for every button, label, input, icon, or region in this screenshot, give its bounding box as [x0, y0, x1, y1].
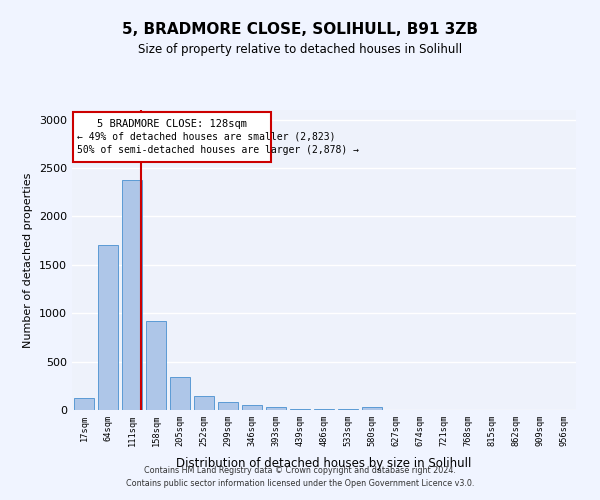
Bar — [362, 407, 382, 410]
Text: 5 BRADMORE CLOSE: 128sqm: 5 BRADMORE CLOSE: 128sqm — [97, 118, 247, 128]
Bar — [74, 398, 94, 410]
Text: 5, BRADMORE CLOSE, SOLIHULL, B91 3ZB: 5, BRADMORE CLOSE, SOLIHULL, B91 3ZB — [122, 22, 478, 38]
Bar — [290, 408, 310, 410]
Text: 50% of semi-detached houses are larger (2,878) →: 50% of semi-detached houses are larger (… — [77, 145, 359, 155]
Text: ← 49% of detached houses are smaller (2,823): ← 49% of detached houses are smaller (2,… — [77, 132, 335, 141]
Bar — [218, 402, 238, 410]
Text: Contains HM Land Registry data © Crown copyright and database right 2024.
Contai: Contains HM Land Registry data © Crown c… — [126, 466, 474, 487]
Y-axis label: Number of detached properties: Number of detached properties — [23, 172, 34, 348]
Bar — [242, 405, 262, 410]
FancyBboxPatch shape — [73, 112, 271, 162]
Bar — [266, 406, 286, 410]
Bar — [338, 409, 358, 410]
Bar — [122, 180, 142, 410]
Bar — [146, 321, 166, 410]
Bar — [314, 409, 334, 410]
Bar — [98, 246, 118, 410]
X-axis label: Distribution of detached houses by size in Solihull: Distribution of detached houses by size … — [176, 458, 472, 470]
Text: Size of property relative to detached houses in Solihull: Size of property relative to detached ho… — [138, 42, 462, 56]
Bar — [194, 396, 214, 410]
Bar — [170, 376, 190, 410]
